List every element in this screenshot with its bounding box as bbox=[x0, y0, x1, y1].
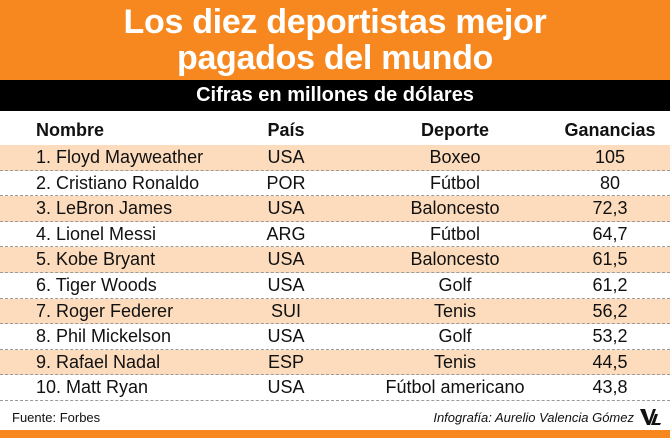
cell-earnings: 80 bbox=[599, 172, 621, 193]
cell-earnings: 64,7 bbox=[592, 223, 628, 244]
cell-country: USA bbox=[267, 326, 305, 347]
column-header-name: Nombre bbox=[36, 120, 105, 140]
cell-country: USA bbox=[267, 377, 305, 398]
cell-sport: Baloncesto bbox=[410, 198, 500, 219]
column-header-country: País bbox=[267, 120, 305, 140]
column-header-sport: Deporte bbox=[420, 120, 489, 140]
cell-sport: Golf bbox=[438, 326, 472, 347]
cell-country: USA bbox=[267, 275, 305, 295]
cell-country: USA bbox=[267, 198, 305, 219]
cell-earnings: 61,2 bbox=[592, 275, 628, 295]
source-note: Fuente: Forbes bbox=[12, 410, 101, 425]
table-row: 10. Matt Ryan USA Fútbol americano 43,8 bbox=[0, 375, 670, 401]
cell-earnings: 72,3 bbox=[592, 198, 628, 219]
cell-country: POR bbox=[266, 172, 306, 193]
table-row: 4. Lionel Messi ARG Fútbol 64,7 bbox=[0, 222, 670, 248]
subtitle-bar: Cifras en millones de dólares bbox=[0, 80, 670, 111]
cell-earnings: 56,2 bbox=[592, 300, 628, 321]
cell-earnings: 105 bbox=[594, 147, 626, 167]
cell-country: USA bbox=[267, 249, 305, 270]
cell-name: 10. Matt Ryan bbox=[36, 377, 149, 398]
cell-earnings: 61,5 bbox=[592, 249, 628, 270]
table-row: 3. LeBron James USA Baloncesto 72,3 bbox=[0, 196, 670, 222]
cell-earnings: 43,8 bbox=[592, 377, 628, 398]
cell-sport: Golf bbox=[438, 275, 472, 295]
cell-sport: Fútbol americano bbox=[385, 377, 525, 398]
cell-country: USA bbox=[267, 147, 305, 167]
table-row: 9. Rafael Nadal ESP Tenis 44,5 bbox=[0, 349, 670, 376]
cell-sport: Baloncesto bbox=[410, 249, 500, 270]
column-header-earnings: Ganancias bbox=[564, 120, 656, 140]
cell-name: 1. Floyd Mayweather bbox=[36, 147, 204, 167]
header-banner: Los diez deportistas mejor pagados del m… bbox=[0, 0, 670, 80]
cell-name: 5. Kobe Bryant bbox=[36, 249, 156, 270]
cell-name: 6. Tiger Woods bbox=[36, 275, 157, 295]
cell-sport: Boxeo bbox=[429, 147, 481, 167]
page-title-line-2: pagados del mundo bbox=[176, 39, 494, 77]
cell-name: 3. LeBron James bbox=[36, 198, 173, 219]
credit-note: Infografía: Aurelio Valencia Gómez bbox=[433, 410, 634, 425]
cell-earnings: 44,5 bbox=[592, 351, 628, 372]
cell-sport: Fútbol bbox=[429, 223, 481, 244]
table-row: 2. Cristiano Ronaldo POR Fútbol 80 bbox=[0, 171, 670, 197]
cell-earnings: 53,2 bbox=[592, 326, 628, 347]
vl-logo-icon bbox=[640, 409, 661, 425]
bottom-accent-bar bbox=[0, 430, 670, 438]
table-header-row: Nombre País Deporte Ganancias bbox=[0, 118, 670, 143]
cell-name: 7. Roger Federer bbox=[36, 300, 174, 321]
cell-sport: Tenis bbox=[433, 300, 477, 321]
footer: Fuente: Forbes Infografía: Aurelio Valen… bbox=[0, 404, 670, 430]
table-row: 8. Phil Mickelson USA Golf 53,2 bbox=[0, 324, 670, 350]
cell-name: 2. Cristiano Ronaldo bbox=[36, 172, 200, 193]
table-row: 7. Roger Federer SUI Tenis 56,2 bbox=[0, 298, 670, 325]
cell-sport: Fútbol bbox=[429, 172, 481, 193]
cell-sport: Tenis bbox=[433, 351, 477, 372]
cell-name: 8. Phil Mickelson bbox=[36, 326, 172, 347]
cell-country: ESP bbox=[267, 351, 305, 372]
table-row: 5. Kobe Bryant USA Baloncesto 61,5 bbox=[0, 247, 670, 273]
cell-country: SUI bbox=[270, 300, 301, 321]
cell-name: 4. Lionel Messi bbox=[36, 223, 157, 244]
table-row: 6. Tiger Woods USA Golf 61,2 bbox=[0, 273, 670, 299]
table-row: 1. Floyd Mayweather USA Boxeo 105 bbox=[0, 145, 670, 171]
cell-country: ARG bbox=[266, 223, 306, 244]
page-title-line-1: Los diez deportistas mejor bbox=[123, 3, 547, 41]
cell-name: 9. Rafael Nadal bbox=[36, 351, 161, 372]
